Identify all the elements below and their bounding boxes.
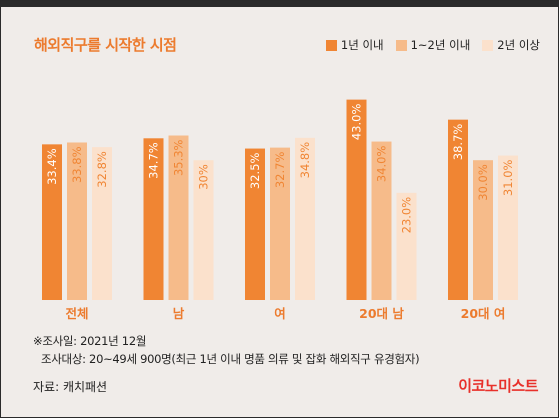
legend-label-2: 1~2년 이내 [410, 38, 471, 52]
legend-swatch-2 [395, 39, 407, 51]
bar-2-1 [67, 142, 87, 300]
data-label-1-5: 38.7% [451, 124, 465, 161]
data-label-1-2: 34.7% [147, 142, 161, 179]
legend-label-3: 2년 이상 [497, 38, 540, 52]
category-label-1: 전체 [65, 306, 88, 321]
legend: 1년 이내 1~2년 이내 2년 이상 [325, 37, 540, 53]
category-label-3: 여 [274, 306, 286, 321]
data-label-3-3: 34.8% [298, 142, 312, 179]
data-label-2-1: 33.8% [70, 146, 84, 183]
chart-title: 해외직구를 시작한 시점 [34, 36, 177, 54]
data-label-3-2: 30% [197, 164, 211, 190]
bar-1-4 [346, 99, 367, 301]
legend-label-1: 1년 이내 [340, 38, 384, 52]
bar-1-1 [42, 144, 62, 300]
legend-item-1: 1년 이내 [325, 37, 384, 53]
bar-3-2 [193, 160, 214, 300]
data-label-1-3: 32.5% [248, 152, 262, 189]
legend-item-2: 1~2년 이내 [395, 37, 471, 53]
data-label-2-5: 30.0% [476, 164, 490, 201]
data-label-1-4: 43.0% [350, 104, 364, 141]
bar-2-2 [168, 135, 189, 300]
bar-3-5 [498, 155, 518, 300]
footnote-survey-date: ※조사일: 2021년 12월 [33, 334, 147, 348]
bar-3-1 [92, 147, 112, 300]
data-label-3-4: 23.0% [400, 197, 414, 234]
category-label-4: 20대 남 [359, 306, 404, 321]
legend-item-3: 2년 이상 [482, 37, 540, 53]
data-label-3-1: 32.8% [95, 151, 109, 188]
category-label-2: 남 [173, 306, 185, 321]
bar-2-4 [371, 141, 392, 300]
data-label-2-2: 35.3% [172, 139, 186, 176]
bar-1-5 [448, 119, 468, 301]
bar-1-3 [245, 148, 265, 300]
source-label: 자료: 캐치패션 [33, 380, 108, 394]
data-label-2-4: 34.0% [375, 146, 389, 183]
bar-2-3 [270, 147, 290, 300]
bar-2-5 [473, 160, 493, 300]
footnote-survey-target: 조사대상: 20~49세 900명(최근 1년 이내 명품 의류 및 잡화 해외… [41, 352, 420, 366]
top-rule [1, 1, 558, 7]
bar-chart: 33.4% 33.8% 32.8% 전체 34.7% 35.3% 30% 남 32.5% 32.7… [42, 99, 518, 321]
brand-logo: 이코노미스트 [458, 377, 538, 395]
data-label-1-1: 33.4% [45, 148, 59, 185]
data-label-2-3: 32.7% [273, 152, 287, 189]
bar-1-2 [143, 138, 164, 300]
bar-3-3 [295, 137, 315, 300]
legend-swatch-3 [482, 39, 494, 51]
legend-swatch-1 [325, 39, 337, 51]
bar-3-4 [396, 192, 417, 300]
data-label-3-5: 31.0% [501, 159, 515, 196]
category-label-5: 20대 여 [461, 306, 506, 321]
